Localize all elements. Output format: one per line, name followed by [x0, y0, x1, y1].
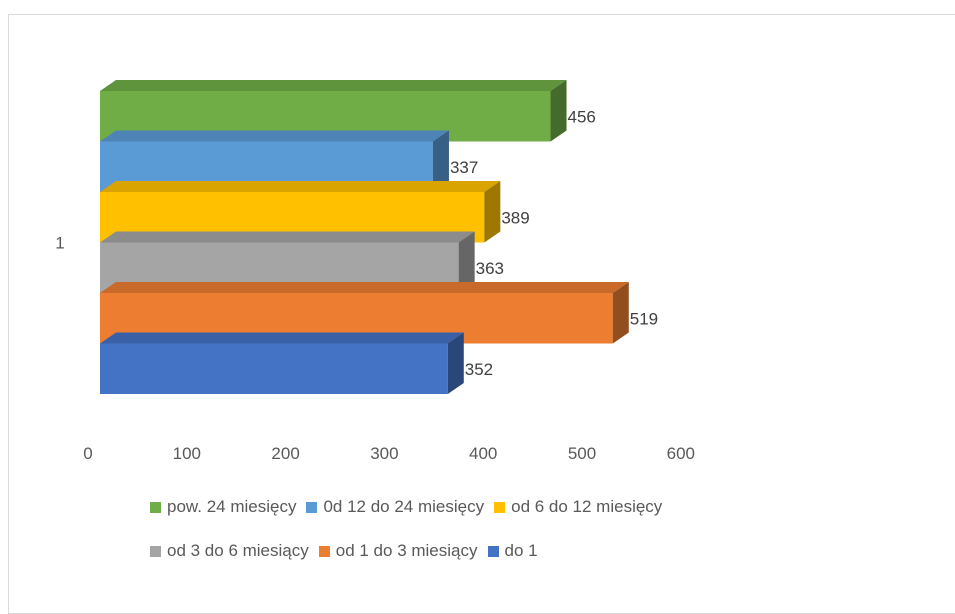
legend-item: od 3 do 6 miesiący	[150, 541, 309, 561]
legend-label: od 1 do 3 miesiący	[335, 541, 478, 560]
bar-side-face	[612, 282, 629, 344]
legend-label: 0d 12 do 24 miesięcy	[323, 497, 485, 516]
bar-top-face	[100, 282, 629, 293]
legend-item: 0d 12 do 24 miesięcy	[306, 497, 484, 517]
x-tick-label: 100	[173, 444, 201, 463]
bar-chart: 456 337 389 363 519 352 1 0 100 200 300 400 500 600	[55, 80, 695, 463]
bar-side-face	[550, 80, 567, 142]
category-label: 1	[55, 234, 64, 253]
bar-top-face	[100, 231, 475, 243]
bar-top-face	[100, 80, 567, 91]
legend-swatch	[487, 545, 499, 557]
legend-item: do 1	[487, 541, 538, 561]
legend-item: od 6 do 12 miesięcy	[494, 497, 662, 517]
bar-side-face	[484, 181, 501, 243]
data-label: 519	[630, 309, 658, 328]
x-tick-label: 400	[469, 444, 497, 463]
bar-front-face	[100, 343, 448, 394]
legend-swatch	[150, 501, 161, 513]
x-tick-label: 500	[568, 444, 596, 463]
legend-label: od 6 do 12 miesięcy	[511, 497, 663, 516]
bar-5	[100, 332, 464, 394]
data-label: 337	[450, 158, 478, 177]
bar-side-face	[458, 231, 475, 293]
legend-item: pow. 24 miesięcy	[150, 497, 296, 517]
data-label: 363	[476, 259, 504, 278]
x-tick-label: 600	[667, 444, 695, 463]
x-tick-label: 200	[271, 444, 299, 463]
bar-top-face	[100, 332, 464, 344]
legend-swatch	[306, 501, 318, 513]
data-label: 389	[501, 208, 529, 227]
legend-label: do 1	[504, 541, 538, 560]
legend-label: pow. 24 miesięcy	[167, 497, 297, 516]
legend-swatch	[494, 501, 506, 513]
data-label: 456	[568, 107, 596, 126]
legend-row: od 3 do 6 miesiący od 1 do 3 miesiący do 1	[150, 538, 548, 564]
bar-side-face	[432, 130, 449, 192]
legend-swatch	[318, 545, 330, 557]
x-tick-label: 0	[83, 444, 92, 463]
legend-label: od 3 do 6 miesiący	[167, 541, 309, 560]
legend-item: od 1 do 3 miesiący	[318, 541, 478, 561]
legend-row: pow. 24 miesięcy 0d 12 do 24 miesięcy od 6…	[150, 494, 672, 520]
data-label: 352	[465, 360, 493, 379]
legend-swatch	[150, 545, 161, 557]
bar-top-face	[100, 181, 501, 192]
x-tick-label: 300	[370, 444, 398, 463]
bar-side-face	[447, 332, 464, 394]
bar-top-face	[100, 130, 449, 142]
